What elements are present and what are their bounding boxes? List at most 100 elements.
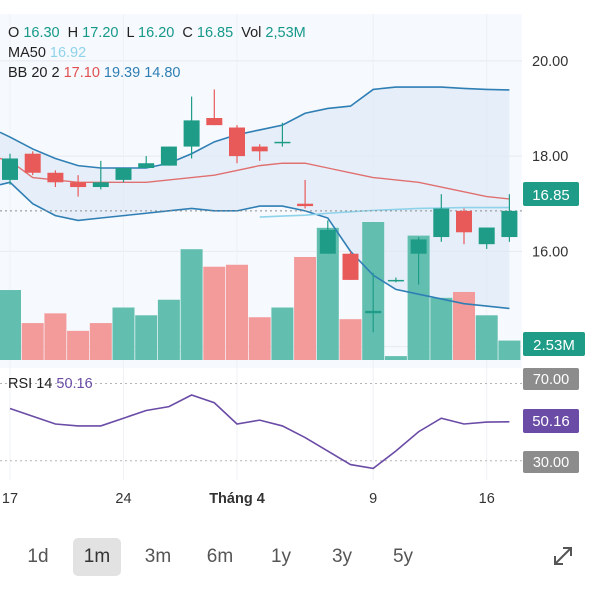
bb-upper-value: 19.39 [103,65,141,81]
candle-body [138,163,155,168]
axis-badges: 16.85 2.53M 70.00 50.16 30.00 [523,182,585,473]
candle-body [319,229,336,254]
candles [2,89,518,333]
candle-body [115,168,132,180]
close-value: 16.85 [196,25,234,41]
last-price-badge-text: 16.85 [532,187,570,204]
volume-bar [271,307,294,360]
timeframe-button-1d[interactable]: 1d [27,546,49,567]
bb-lower-value: 14.80 [144,65,181,81]
candle-body [206,118,223,126]
open-label: O [8,25,20,41]
candle-body [410,239,427,254]
volume-bar [180,249,203,360]
expand-icon[interactable] [550,543,576,569]
candle-body [501,210,518,238]
bb-label: BB 20 2 [8,65,60,81]
candle-body [183,120,200,147]
candle-body [70,182,87,188]
bollinger-lower-line [0,181,510,310]
volume-badge [523,332,585,356]
bb-legend: BB 20 2 17.10 19.39 14.80 [8,64,184,83]
rsi-70-badge-text: 70.00 [533,372,569,388]
candle-body [456,210,472,233]
timeframe-button-6m[interactable]: 6m [206,546,234,567]
volume-bar [89,323,112,360]
volume-bar [0,290,21,360]
candle-body [342,253,359,280]
high-label: H [67,25,79,41]
volume-bar [21,323,44,360]
time-tick-label: 9 [369,491,377,507]
low-value: 16.20 [138,25,175,41]
time-tick-label: 17 [2,491,18,507]
candle-body [47,172,64,183]
candle-body [160,146,177,166]
volume-bar [203,266,226,360]
price-tick-label: 20.00 [532,54,568,70]
top-toolbar-strip [0,0,600,14]
timeframe-button-3m[interactable]: 3m [144,546,172,567]
bb-middle-value: 17.10 [63,65,100,81]
ma50-label: MA50 [8,45,46,61]
candle-body [365,310,382,314]
time-tick-label: 16 [479,491,495,507]
candle-body [433,208,450,238]
ohlc-legend: O 16.30 H 17.20 L 16.20 C 16.85 Vol 2,53… [8,24,310,43]
high-value: 17.20 [82,25,119,41]
candle-body [274,141,291,144]
price-tick-label: 18.00 [532,149,568,165]
volume-badge-text: 2.53M [533,337,575,354]
rsi-value-badge [523,409,579,433]
rsi-70-badge [523,368,579,390]
rsi-line [9,394,510,470]
candle-body [2,158,18,180]
volume-bar [294,256,317,360]
candle-body [387,279,404,282]
volume-label: Vol [241,25,262,41]
candle-body [251,146,268,152]
time-axis: 17 24 Tháng 4 9 16 [2,491,495,507]
volume-bar [157,299,180,360]
candle-body [297,203,314,207]
volume-bars [0,222,521,360]
volume-bar [316,227,339,360]
time-tick-label: 24 [115,491,131,507]
timeframe-button-1m[interactable]: 1m [73,538,121,576]
rsi-label-text: RSI 14 [8,376,53,392]
volume-bar [475,315,498,360]
volume-bar [112,307,135,360]
low-label: L [126,25,135,41]
rsi-value: 50.16 [56,376,93,392]
timeframe-button-5y[interactable]: 5y [392,546,414,567]
time-tick-label: Tháng 4 [209,491,265,507]
volume-bar [384,356,407,360]
volume-bar [44,313,67,360]
timeframe-button-1y[interactable]: 1y [270,546,292,567]
volume-bar [498,340,521,360]
volume-bar [248,317,271,360]
ma50-legend: MA50 16.92 [8,44,90,63]
open-value: 16.30 [23,25,60,41]
rsi-30-badge [523,451,579,473]
volume-bar [135,315,158,360]
volume-bar [339,319,362,360]
candle-body [24,153,41,173]
volume-value: 2,53M [265,25,306,41]
rsi-30-badge-text: 30.00 [533,455,569,471]
close-label: C [182,25,193,41]
ma50-value: 16.92 [49,45,87,61]
last-price-badge [523,182,579,206]
candle-body [229,127,245,157]
volume-bar [226,264,248,360]
timeframe-button-3y[interactable]: 3y [331,546,353,567]
volume-bar [67,330,90,360]
candle-body [478,227,495,245]
price-tick-label: 16.00 [532,244,568,260]
bollinger-upper-line [0,86,510,169]
rsi-legend: RSI 14 50.16 [8,376,93,392]
volume-bar [453,291,475,360]
volume-bar [407,235,430,360]
rsi-pane [0,382,522,470]
